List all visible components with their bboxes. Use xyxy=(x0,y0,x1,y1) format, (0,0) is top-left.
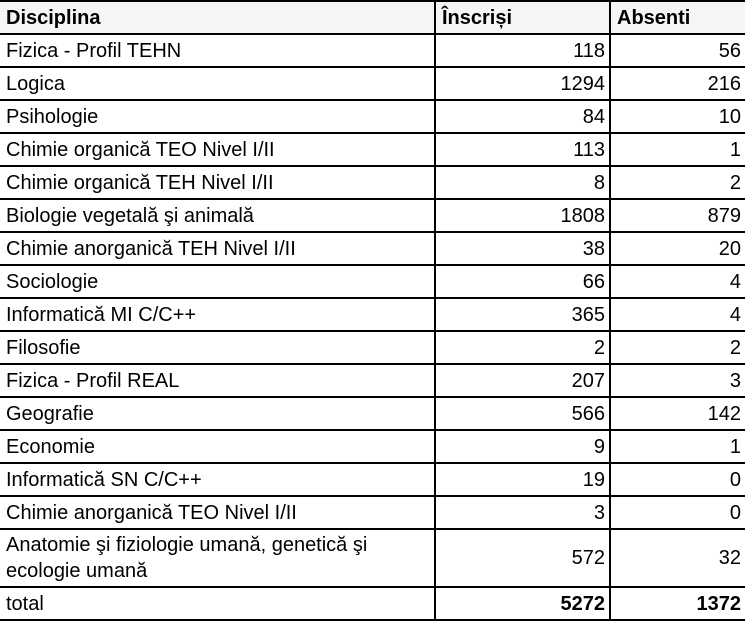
table-row: Fizica - Profil TEHN 118 56 xyxy=(0,33,745,68)
table-row: Chimie anorganică TEH Nivel I/II 38 20 xyxy=(0,231,745,266)
total-row: total 5272 1372 xyxy=(0,586,745,621)
table-row: Economie 9 1 xyxy=(0,429,745,464)
cell-inscrisi: 66 xyxy=(434,264,611,299)
cell-disciplina: Psihologie xyxy=(0,99,436,134)
cell-inscrisi: 38 xyxy=(434,231,611,266)
cell-disciplina: Informatică SN C/C++ xyxy=(0,462,436,497)
cell-inscrisi: 118 xyxy=(434,33,611,68)
cell-inscrisi: 365 xyxy=(434,297,611,332)
cell-disciplina: Sociologie xyxy=(0,264,436,299)
table-row: Geografie 566 142 xyxy=(0,396,745,431)
cell-inscrisi: 207 xyxy=(434,363,611,398)
table-row: Chimie organică TEO Nivel I/II 113 1 xyxy=(0,132,745,167)
cell-inscrisi: 3 xyxy=(434,495,611,530)
cell-disciplina: Biologie vegetală şi animală xyxy=(0,198,436,233)
cell-disciplina: Fizica - Profil TEHN xyxy=(0,33,436,68)
cell-inscrisi: 19 xyxy=(434,462,611,497)
cell-inscrisi: 1808 xyxy=(434,198,611,233)
total-label-cell: total xyxy=(0,586,436,621)
table-row: Logica 1294 216 xyxy=(0,66,745,101)
cell-inscrisi: 2 xyxy=(434,330,611,365)
cell-inscrisi: 572 xyxy=(434,528,611,588)
header-row: Disciplina Înscriși Absenti xyxy=(0,0,745,35)
table-row: Anatomie şi fiziologie umană, genetică ş… xyxy=(0,528,745,588)
cell-absenti: 216 xyxy=(609,66,745,101)
cell-absenti: 1 xyxy=(609,132,745,167)
header-inscrisi: Înscriși xyxy=(434,0,611,35)
table-row: Sociologie 66 4 xyxy=(0,264,745,299)
cell-inscrisi: 113 xyxy=(434,132,611,167)
cell-disciplina: Fizica - Profil REAL xyxy=(0,363,436,398)
cell-disciplina: Chimie organică TEH Nivel I/II xyxy=(0,165,436,200)
cell-absenti: 879 xyxy=(609,198,745,233)
cell-inscrisi: 1294 xyxy=(434,66,611,101)
cell-absenti: 4 xyxy=(609,297,745,332)
cell-absenti: 20 xyxy=(609,231,745,266)
cell-absenti: 32 xyxy=(609,528,745,588)
cell-inscrisi: 84 xyxy=(434,99,611,134)
cell-disciplina: Chimie anorganică TEO Nivel I/II xyxy=(0,495,436,530)
header-disciplina: Disciplina xyxy=(0,0,436,35)
total-absenti-cell: 1372 xyxy=(609,586,745,621)
cell-absenti: 4 xyxy=(609,264,745,299)
cell-absenti: 0 xyxy=(609,495,745,530)
cell-inscrisi: 8 xyxy=(434,165,611,200)
cell-disciplina: Informatică MI C/C++ xyxy=(0,297,436,332)
cell-absenti: 2 xyxy=(609,165,745,200)
table-row: Informatică MI C/C++ 365 4 xyxy=(0,297,745,332)
table-row: Informatică SN C/C++ 19 0 xyxy=(0,462,745,497)
cell-disciplina: Geografie xyxy=(0,396,436,431)
cell-absenti: 2 xyxy=(609,330,745,365)
table-row: Chimie anorganică TEO Nivel I/II 3 0 xyxy=(0,495,745,530)
table-row: Filosofie 2 2 xyxy=(0,330,745,365)
cell-absenti: 142 xyxy=(609,396,745,431)
cell-inscrisi: 9 xyxy=(434,429,611,464)
total-inscrisi-cell: 5272 xyxy=(434,586,611,621)
cell-absenti: 10 xyxy=(609,99,745,134)
table-row: Chimie organică TEH Nivel I/II 8 2 xyxy=(0,165,745,200)
cell-disciplina: Chimie anorganică TEH Nivel I/II xyxy=(0,231,436,266)
header-absenti: Absenti xyxy=(609,0,745,35)
cell-absenti: 56 xyxy=(609,33,745,68)
table-row: Psihologie 84 10 xyxy=(0,99,745,134)
table-row: Biologie vegetală şi animală 1808 879 xyxy=(0,198,745,233)
cell-absenti: 1 xyxy=(609,429,745,464)
table-row: Fizica - Profil REAL 207 3 xyxy=(0,363,745,398)
cell-absenti: 0 xyxy=(609,462,745,497)
cell-disciplina: Chimie organică TEO Nivel I/II xyxy=(0,132,436,167)
cell-absenti: 3 xyxy=(609,363,745,398)
cell-disciplina: Logica xyxy=(0,66,436,101)
cell-inscrisi: 566 xyxy=(434,396,611,431)
cell-disciplina: Filosofie xyxy=(0,330,436,365)
cell-disciplina: Economie xyxy=(0,429,436,464)
cell-disciplina: Anatomie şi fiziologie umană, genetică ş… xyxy=(0,528,436,588)
